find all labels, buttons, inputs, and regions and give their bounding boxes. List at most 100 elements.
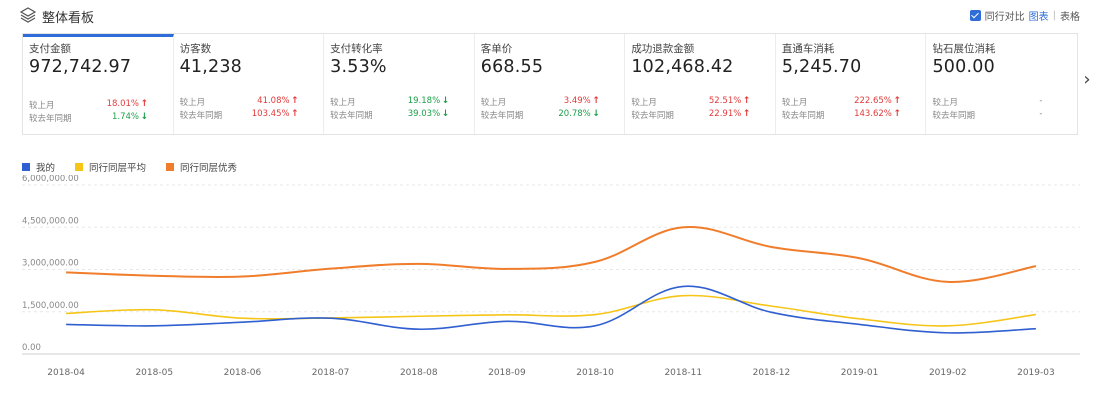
- metric-name: 成功退款金额: [631, 43, 695, 55]
- metric-value: 102,468.42: [631, 57, 734, 77]
- y-tick-label: 1,500,000.00: [22, 301, 79, 311]
- mom-row: 较上月 18.01% ↑: [29, 99, 169, 111]
- yoy-change: -: [1039, 109, 1043, 119]
- arrow-up-icon: ↑: [893, 109, 901, 119]
- yoy-label: 较去年同期: [29, 114, 72, 124]
- layers-icon: [20, 7, 36, 23]
- x-tick-label: 2019-02: [929, 368, 967, 378]
- metric-name: 访客数: [179, 43, 212, 55]
- view-separator: |: [1052, 10, 1056, 21]
- metric-card[interactable]: 客单价 668.55 较上月 3.49% ↑ 较去年同期 20.78% ↓: [475, 34, 626, 134]
- y-tick-label: 4,500,000.00: [22, 216, 79, 226]
- mom-row: 较上月 19.18% ↓: [330, 96, 470, 108]
- metric-value: 41,238: [179, 57, 243, 77]
- metric-card[interactable]: 钻石展位消耗 500.00 较上月 - 较去年同期 -: [926, 34, 1077, 134]
- metric-value: 5,245.70: [781, 57, 862, 77]
- mom-label: 较上月: [781, 98, 808, 108]
- mom-change: 41.08%: [257, 96, 290, 106]
- series-line-2: [66, 225, 1037, 283]
- table-view-link[interactable]: 表格: [1060, 12, 1080, 23]
- arrow-down-icon: ↓: [592, 109, 600, 119]
- metric-value: 668.55: [480, 57, 544, 77]
- legend-swatch: [22, 163, 30, 171]
- mom-change: 3.49%: [563, 96, 591, 106]
- mom-label: 较上月: [29, 101, 55, 111]
- legend-label: 同行同层优秀: [180, 163, 238, 174]
- compare-checkbox[interactable]: [969, 10, 981, 21]
- metric-value: 972,742.97: [29, 57, 132, 77]
- metric-value: 3.53%: [330, 57, 387, 77]
- mom-change: 19.18%: [407, 96, 441, 106]
- arrow-up-icon: ↑: [140, 99, 148, 109]
- arrow-up-icon: ↑: [742, 96, 751, 106]
- y-tick-label: 0.00: [22, 343, 41, 353]
- series-line-1: [66, 294, 1037, 327]
- mom-label: 较上月: [179, 98, 206, 108]
- arrow-up-icon: ↑: [742, 109, 751, 119]
- arrow-down-icon: ↓: [140, 112, 148, 122]
- mom-change: -: [1039, 96, 1043, 106]
- page-title: 整体看板: [42, 11, 95, 26]
- mom-label: 较上月: [480, 98, 507, 108]
- legend-item[interactable]: 同行同层平均: [75, 160, 146, 174]
- metric-name: 钻石展位消耗: [932, 43, 996, 55]
- x-tick-label: 2018-12: [753, 368, 791, 378]
- metric-card[interactable]: 支付转化率 3.53% 较上月 19.18% ↓ 较去年同期 39.03% ↓: [324, 34, 475, 134]
- yoy-change: 143.62%: [854, 109, 892, 119]
- chart-view-link[interactable]: 图表: [1028, 12, 1049, 23]
- mom-row: 较上月 52.51% ↑: [631, 96, 771, 108]
- arrow-down-icon: ↓: [441, 109, 450, 119]
- chevron-right-icon[interactable]: ›: [1083, 69, 1091, 90]
- yoy-row: 较去年同期 143.62% ↑: [782, 109, 922, 121]
- x-tick-label: 2018-06: [224, 368, 262, 378]
- metric-value: 500.00: [932, 57, 995, 77]
- x-tick-label: 2019-03: [1017, 368, 1055, 378]
- mom-row: 较上月 3.49% ↑: [481, 96, 621, 108]
- arrow-up-icon: ↑: [291, 109, 299, 119]
- yoy-change: 103.45%: [251, 109, 290, 119]
- legend-item[interactable]: 我的: [22, 160, 55, 174]
- yoy-change: 20.78%: [558, 109, 591, 119]
- metric-name: 直通车消耗: [781, 43, 835, 55]
- trend-chart: 6,000,000.00 4,500,000.00 3,000,000.00 1,50…: [0, 175, 1100, 404]
- metric-name: 客单价: [480, 43, 513, 55]
- legend-item[interactable]: 同行同层优秀: [166, 160, 237, 174]
- yoy-label: 较去年同期: [480, 111, 524, 121]
- legend-label: 同行同层平均: [89, 163, 147, 174]
- metric-card[interactable]: 直通车消耗 5,245.70 较上月 222.65% ↑ 较去年同期 143.6…: [776, 34, 927, 134]
- metric-name: 支付金额: [29, 43, 71, 55]
- metric-name: 支付转化率: [330, 43, 383, 55]
- y-tick-label: 6,000,000.00: [22, 175, 79, 184]
- mom-label: 较上月: [932, 98, 958, 108]
- x-tick-label: 2018-07: [312, 368, 350, 378]
- yoy-row: 较去年同期 103.45% ↑: [180, 109, 320, 121]
- x-tick-label: 2019-01: [841, 368, 879, 378]
- yoy-row: 较去年同期 20.78% ↓: [481, 109, 621, 121]
- legend-swatch: [75, 163, 84, 171]
- mom-change: 18.01%: [106, 99, 139, 109]
- x-tick-label: 2018-09: [488, 368, 526, 378]
- yoy-change: 39.03%: [407, 109, 441, 119]
- x-tick-label: 2018-10: [576, 368, 614, 378]
- metric-card[interactable]: 支付金额 972,742.97 较上月 18.01% ↑ 较去年同期 1.74%…: [23, 34, 174, 134]
- yoy-row: 较去年同期 1.74% ↓: [29, 112, 169, 124]
- mom-change: 222.65%: [854, 96, 892, 106]
- mom-row: 较上月 222.65% ↑: [782, 96, 922, 108]
- mom-label: 较上月: [631, 98, 657, 108]
- metric-card[interactable]: 成功退款金额 102,468.42 较上月 52.51% ↑ 较去年同期 22.…: [625, 34, 776, 134]
- yoy-change: 1.74%: [111, 112, 139, 122]
- yoy-label: 较去年同期: [179, 111, 223, 121]
- compare-label[interactable]: 同行对比: [984, 12, 1025, 23]
- arrow-down-icon: ↓: [441, 96, 450, 106]
- yoy-change: 22.91%: [708, 109, 742, 119]
- x-tick-label: 2018-04: [47, 368, 85, 378]
- yoy-row: 较去年同期 22.91% ↑: [631, 109, 771, 121]
- yoy-label: 较去年同期: [631, 111, 674, 121]
- metric-card[interactable]: 访客数 41,238 较上月 41.08% ↑ 较去年同期 103.45% ↑: [174, 34, 325, 134]
- arrow-up-icon: ↑: [592, 96, 600, 106]
- arrow-up-icon: ↑: [893, 96, 901, 106]
- x-tick-label: 2018-11: [664, 368, 702, 378]
- arrow-up-icon: ↑: [291, 96, 299, 106]
- y-tick-label: 3,000,000.00: [22, 259, 79, 269]
- mom-change: 52.51%: [708, 96, 742, 106]
